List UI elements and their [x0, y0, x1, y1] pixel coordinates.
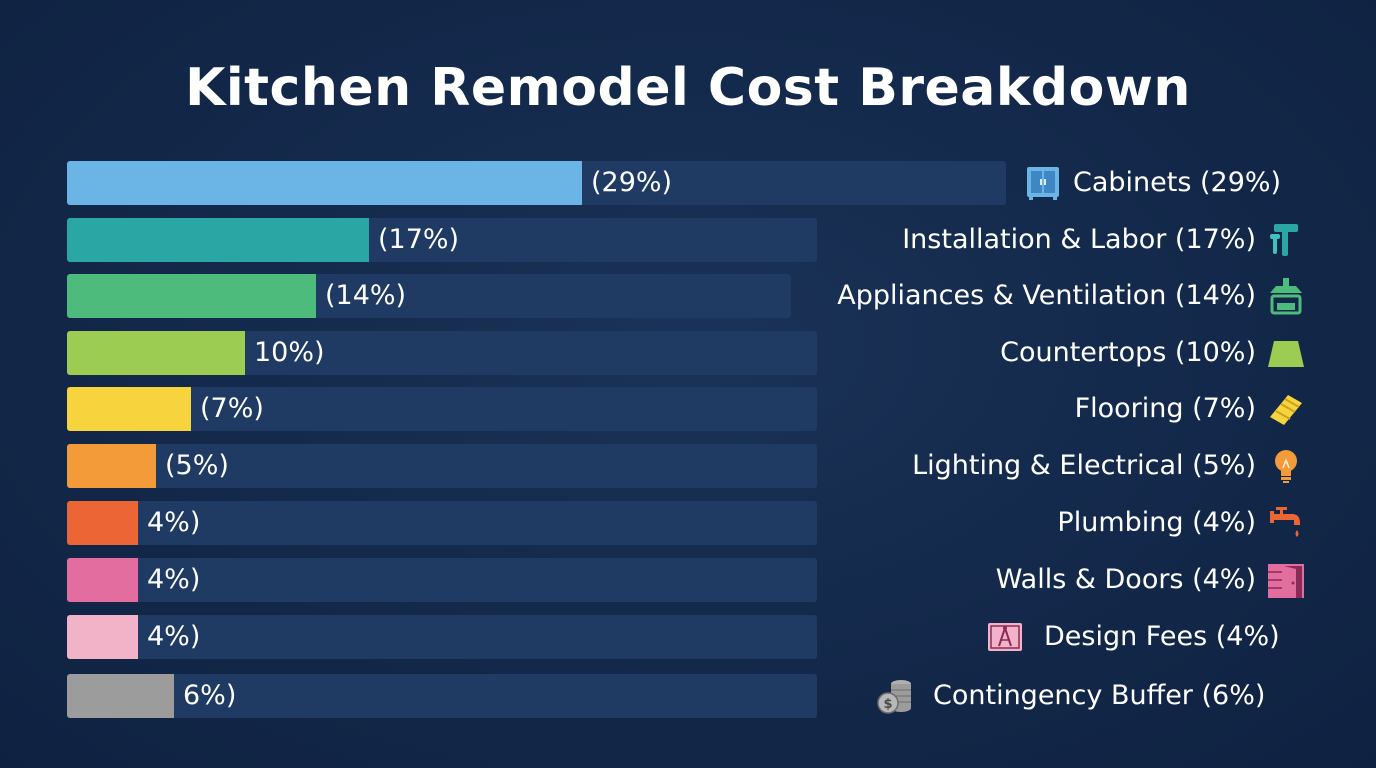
category-label: Lighting & Electrical (5%) — [912, 450, 1256, 481]
category-label: Cabinets (29%) — [1073, 167, 1282, 198]
faucet-icon — [1266, 503, 1306, 543]
coins-icon: $ — [875, 676, 915, 716]
bar-track — [67, 501, 817, 545]
countertop-icon — [1266, 333, 1306, 373]
chart-title: Kitchen Remodel Cost Breakdown — [185, 58, 1191, 118]
cabinet-icon — [1023, 163, 1063, 203]
bar — [67, 444, 156, 488]
bar-track — [67, 387, 817, 431]
value-label: 4%) — [147, 621, 201, 652]
category-label: Countertops (10%) — [1000, 337, 1256, 368]
value-label: 4%) — [147, 564, 201, 595]
category-label: Design Fees (4%) — [1044, 621, 1280, 652]
value-label: 4%) — [147, 507, 201, 538]
bar — [67, 615, 138, 659]
category-label: Appliances & Ventilation (14%) — [837, 280, 1256, 311]
value-label: (7%) — [200, 393, 264, 424]
lightbulb-icon — [1266, 446, 1306, 486]
bar-row: 6%) $ Contingency Buffer (6%) — [0, 674, 1376, 718]
bar-track — [67, 558, 817, 602]
bar — [67, 674, 174, 718]
bar-row: (29%) Cabinets (29%) — [0, 161, 1376, 205]
bar — [67, 218, 369, 262]
bar — [67, 501, 138, 545]
value-label: (5%) — [165, 450, 229, 481]
bar-track — [67, 615, 817, 659]
bar — [67, 558, 138, 602]
range-hood-icon — [1266, 276, 1306, 316]
bar — [67, 331, 245, 375]
bar-row: (17%) Installation & Labor (17%) — [0, 218, 1376, 262]
bar-row: 10%) Countertops (10%) — [0, 331, 1376, 375]
category-label: Flooring (7%) — [1074, 393, 1256, 424]
bar — [67, 161, 582, 205]
bar-row: (7%) Flooring (7%) — [0, 387, 1376, 431]
value-label: 6%) — [183, 680, 237, 711]
bar-row: 4%) Plumbing (4%) — [0, 501, 1376, 545]
bar — [67, 274, 316, 318]
blueprint-icon — [985, 617, 1025, 657]
category-label: Contingency Buffer (6%) — [933, 680, 1266, 711]
bar-row: 4%) Walls & Doors (4%) — [0, 558, 1376, 602]
flooring-icon — [1266, 389, 1306, 429]
bar-row: 4%) Design Fees (4%) — [0, 615, 1376, 659]
bar-row: (14%) Appliances & Ventilation (14%) — [0, 274, 1376, 318]
value-label: (14%) — [325, 280, 407, 311]
svg-text:$: $ — [883, 697, 892, 712]
door-icon — [1266, 560, 1306, 600]
tools-icon — [1266, 220, 1306, 260]
category-label: Installation & Labor (17%) — [902, 224, 1256, 255]
bar-track — [67, 674, 817, 718]
category-label: Plumbing (4%) — [1057, 507, 1256, 538]
bar — [67, 387, 191, 431]
category-label: Walls & Doors (4%) — [995, 564, 1256, 595]
value-label: (29%) — [591, 167, 673, 198]
value-label: 10%) — [254, 337, 325, 368]
bar-track — [67, 444, 817, 488]
value-label: (17%) — [378, 224, 460, 255]
bar-row: (5%) Lighting & Electrical (5%) — [0, 444, 1376, 488]
